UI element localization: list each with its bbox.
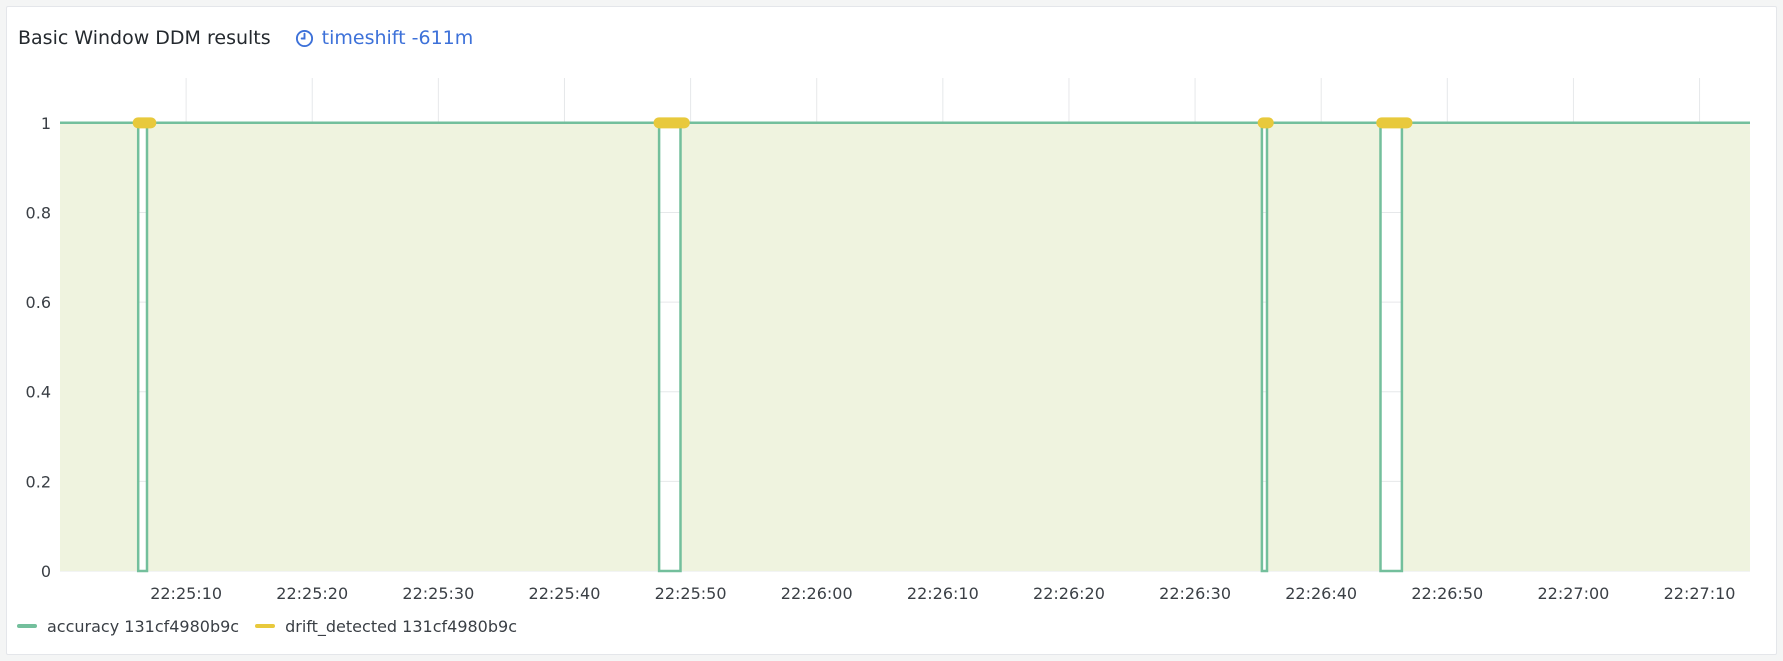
y-tick-label: 0.8 — [26, 203, 51, 222]
legend-label-accuracy: accuracy 131cf4980b9c — [47, 617, 239, 636]
legend-swatch-accuracy — [17, 624, 37, 628]
x-tick-label: 22:26:10 — [907, 584, 979, 603]
legend-swatch-drift-detected — [255, 624, 275, 628]
x-tick-label: 22:25:50 — [655, 584, 727, 603]
x-tick-label: 22:25:30 — [402, 584, 474, 603]
legend-item-accuracy[interactable]: accuracy 131cf4980b9c — [17, 617, 239, 636]
accuracy-area — [60, 123, 1750, 571]
chart-legend: accuracy 131cf4980b9c drift_detected 131… — [17, 614, 517, 638]
x-tick-label: 22:26:20 — [1033, 584, 1105, 603]
y-tick-label: 0.6 — [26, 293, 51, 312]
y-tick-label: 0.4 — [26, 383, 51, 402]
legend-item-drift-detected[interactable]: drift_detected 131cf4980b9c — [255, 617, 517, 636]
x-tick-label: 22:26:50 — [1411, 584, 1483, 603]
x-tick-label: 22:26:30 — [1159, 584, 1231, 603]
y-tick-label: 1 — [41, 114, 51, 133]
x-tick-label: 22:25:20 — [276, 584, 348, 603]
x-tick-label: 22:27:10 — [1664, 584, 1736, 603]
legend-label-drift-detected: drift_detected 131cf4980b9c — [285, 617, 517, 636]
x-tick-label: 22:26:40 — [1285, 584, 1357, 603]
y-tick-label: 0.2 — [26, 472, 51, 491]
x-tick-label: 22:26:00 — [781, 584, 853, 603]
x-tick-label: 22:25:40 — [529, 584, 601, 603]
x-tick-label: 22:25:10 — [150, 584, 222, 603]
x-tick-label: 22:27:00 — [1538, 584, 1610, 603]
y-tick-label: 0 — [41, 562, 51, 581]
